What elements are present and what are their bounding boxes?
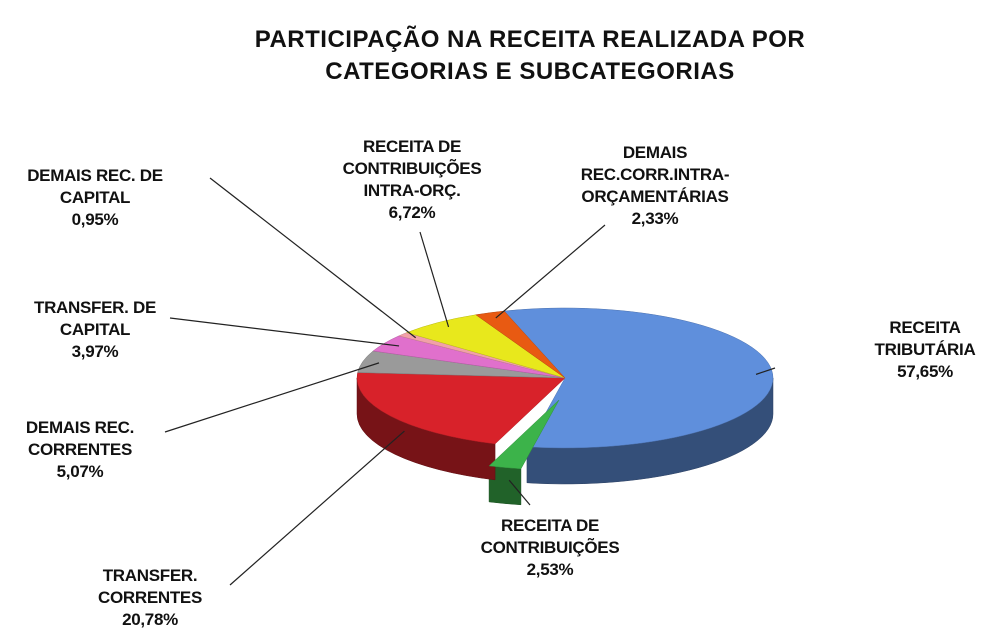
leader-line <box>169 317 400 347</box>
slice-value: 5,07% <box>56 462 104 481</box>
slice-label: DEMAIS REC. CORRENTES 5,07% <box>5 417 155 483</box>
leader-line <box>419 231 450 328</box>
slice-value: 20,78% <box>122 610 178 629</box>
leader-line <box>495 224 606 319</box>
slice-label: DEMAIS REC.CORR.INTRA-ORÇAMENTÁRIAS 2,33% <box>565 142 745 230</box>
slice-label: RECEITA TRIBUTÁRIA 57,65% <box>850 317 1000 383</box>
slice-value: 2,53% <box>526 560 574 579</box>
slice-name: DEMAIS REC. DE CAPITAL <box>27 166 163 207</box>
slice-name: TRANSFER. DE CAPITAL <box>33 298 157 339</box>
slice-value: 2,33% <box>631 209 679 228</box>
slice-label: TRANSFER. CORRENTES 20,78% <box>75 565 225 631</box>
slice <box>503 307 774 449</box>
slice <box>488 399 560 470</box>
slice <box>356 372 566 445</box>
slice-name: RECEITA DE CONTRIBUIÇÕES INTRA-ORÇ. <box>342 137 482 200</box>
slice-label: DEMAIS REC. DE CAPITAL 0,95% <box>20 165 170 231</box>
slice-name: DEMAIS REC. CORRENTES <box>25 418 135 459</box>
slice-value: 57,65% <box>897 362 953 381</box>
leader-line <box>164 362 380 433</box>
chart-title: PARTICIPAÇÃO NA RECEITA REALIZADA POR CA… <box>254 26 806 85</box>
slice-label: RECEITA DE CONTRIBUIÇÕES INTRA-ORÇ. 6,72% <box>322 136 502 224</box>
slice-name: TRANSFER. CORRENTES <box>97 566 203 607</box>
slice-label: RECEITA DE CONTRIBUIÇÕES 2,53% <box>475 515 625 581</box>
slice-label: TRANSFER. DE CAPITAL 3,97% <box>20 297 170 363</box>
leader-line <box>755 367 776 375</box>
slice-value: 0,95% <box>71 210 119 229</box>
leader-line <box>209 177 417 339</box>
slice-name: DEMAIS REC.CORR.INTRA-ORÇAMENTÁRIAS <box>580 143 730 206</box>
leader-line <box>508 479 531 506</box>
slice-value: 3,97% <box>71 342 119 361</box>
slice-name: RECEITA DE CONTRIBUIÇÕES <box>480 516 620 557</box>
slice-name: RECEITA TRIBUTÁRIA <box>874 318 976 359</box>
leader-line <box>229 430 405 586</box>
slice-value: 6,72% <box>388 203 436 222</box>
